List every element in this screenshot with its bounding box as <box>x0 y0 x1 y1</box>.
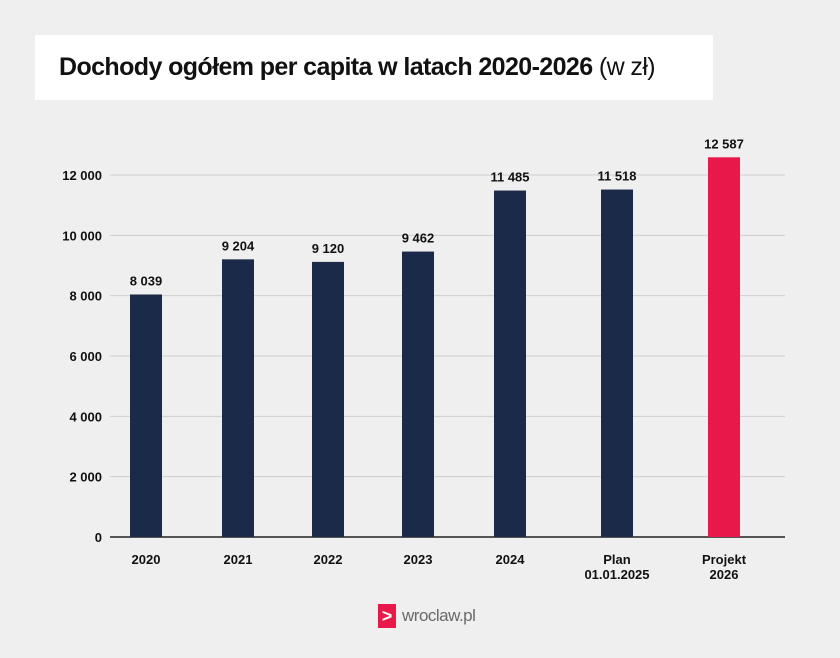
x-tick-label: 2021 <box>224 552 253 567</box>
x-tick-label: 2023 <box>404 552 433 567</box>
data-label: 11 485 <box>490 170 529 185</box>
bar <box>222 259 254 537</box>
y-tick-label: 10 000 <box>62 228 102 243</box>
wroclaw-logo: > wroclaw.pl <box>378 604 476 628</box>
bar <box>402 251 434 538</box>
data-label: 9 462 <box>402 231 435 246</box>
title-main: Dochody ogółem per capita w latach 2020-… <box>59 53 593 81</box>
x-tick-label: 2026 <box>710 567 739 582</box>
data-label: 9 204 <box>222 238 255 253</box>
y-tick-label: 4 000 <box>69 409 102 424</box>
y-tick-label: 8 000 <box>69 289 102 304</box>
x-tick-label: Projekt <box>702 552 747 567</box>
data-label: 11 518 <box>597 169 636 184</box>
x-tick-label: Plan <box>603 552 631 567</box>
y-tick-label: 12 000 <box>62 168 102 183</box>
bar <box>494 190 526 537</box>
title-unit: (w zł) <box>598 53 656 81</box>
x-tick-label: 2022 <box>314 552 343 567</box>
logo-text: wroclaw.pl <box>402 606 476 625</box>
data-label: 9 120 <box>312 241 345 256</box>
bar <box>708 157 740 537</box>
chart-title: Dochody ogółem per capita w latach 2020-… <box>59 53 656 82</box>
x-tick-label: 2024 <box>496 552 526 567</box>
y-tick-label: 0 <box>95 530 102 545</box>
data-label: 8 039 <box>130 273 163 288</box>
x-tick-label: 01.01.2025 <box>584 567 649 582</box>
bar <box>130 294 162 537</box>
logo-chevron-icon: > <box>378 604 396 628</box>
y-tick-label: 6 000 <box>69 349 102 364</box>
bar <box>312 261 344 537</box>
x-tick-label: 2020 <box>132 552 161 567</box>
title-box: Dochody ogółem per capita w latach 2020-… <box>35 35 713 100</box>
data-label: 12 587 <box>704 136 744 151</box>
y-tick-label: 2 000 <box>69 470 102 485</box>
bar <box>601 189 633 537</box>
